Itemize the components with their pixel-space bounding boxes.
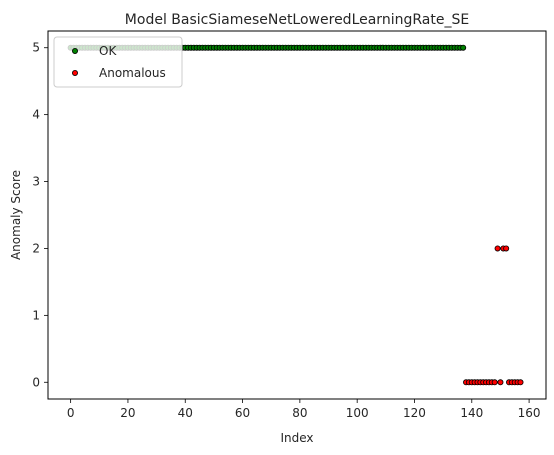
legend-marker-ok xyxy=(72,48,79,55)
legend: OK Anomalous xyxy=(53,36,183,88)
x-tick-label: 0 xyxy=(67,406,75,420)
x-tick-label: 100 xyxy=(346,406,369,420)
y-tick-label: 4 xyxy=(32,108,40,122)
data-point-anomalous xyxy=(517,379,524,386)
points-layer xyxy=(67,44,524,386)
x-tick-label: 140 xyxy=(460,406,483,420)
x-tick-label: 60 xyxy=(235,406,250,420)
x-axis-label: Index xyxy=(280,431,313,445)
y-axis-label: Anomaly Score xyxy=(9,170,23,260)
data-point-anomalous xyxy=(491,379,498,386)
legend-box xyxy=(53,36,183,88)
legend-marker-anomalous xyxy=(72,70,79,77)
data-point-anomalous xyxy=(497,379,504,386)
plot-frame xyxy=(47,30,547,400)
x-tick-label: 80 xyxy=(292,406,307,420)
x-tick-label: 40 xyxy=(178,406,193,420)
y-tick-label: 3 xyxy=(32,175,40,189)
data-point-anomalous xyxy=(494,245,501,252)
data-point-ok xyxy=(460,44,467,51)
x-tick-label: 160 xyxy=(518,406,541,420)
y-tick-label: 0 xyxy=(32,375,40,389)
x-tick-label: 120 xyxy=(403,406,426,420)
x-tick-label: 20 xyxy=(120,406,135,420)
y-tick-label: 1 xyxy=(32,308,40,322)
legend-label-anomalous: Anomalous xyxy=(99,66,166,80)
legend-label-ok: OK xyxy=(99,44,117,58)
y-tick-label: 5 xyxy=(32,41,40,55)
y-tick-label: 2 xyxy=(32,241,40,255)
chart-title: Model BasicSiameseNetLoweredLearningRate… xyxy=(125,12,469,28)
y-axis-ticks: 0 1 2 3 4 5 xyxy=(32,41,48,389)
x-axis-ticks: 0 20 40 60 80 100 120 140 160 xyxy=(67,399,541,420)
data-point-anomalous xyxy=(503,245,510,252)
